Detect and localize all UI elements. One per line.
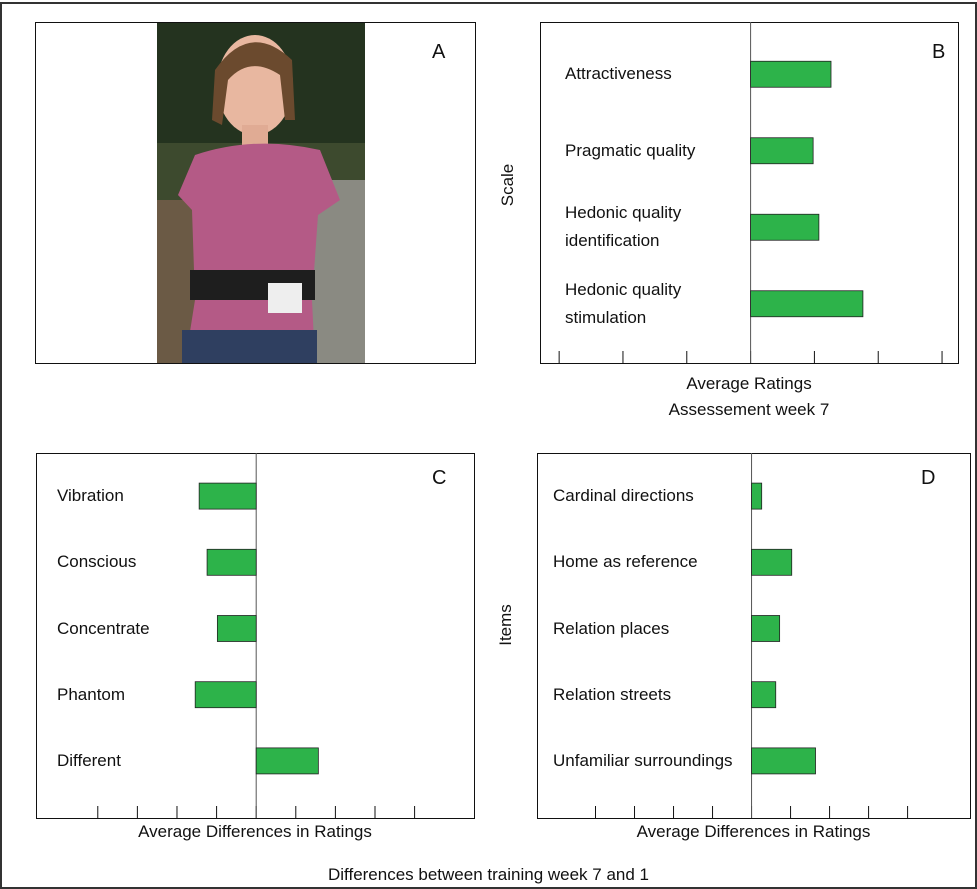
panel-label: D: [921, 467, 936, 489]
category-label: Vibration: [57, 486, 124, 506]
x-axis-label: Average Differences in Ratings: [636, 822, 871, 841]
bar: [751, 615, 781, 642]
bar: [206, 548, 257, 576]
bar: [194, 681, 257, 709]
category-label: Phantom: [57, 684, 126, 704]
panel-label: C: [432, 467, 447, 489]
bar: [751, 548, 793, 576]
category-label: Conscious: [57, 552, 137, 572]
bar: [750, 290, 864, 318]
x-axis-sublabel: Assessement week 7: [668, 400, 830, 419]
y-axis-label: Items: [496, 604, 515, 646]
x-axis-label: Average Differences in Ratings: [138, 822, 372, 841]
panel-frame: [540, 22, 959, 364]
bar: [750, 137, 814, 165]
bar: [750, 60, 832, 88]
category-label: Hedonic quality identification: [565, 203, 682, 251]
bar: [750, 213, 820, 241]
bar: [751, 681, 777, 709]
bar: [216, 615, 257, 642]
panel-label: B: [932, 41, 946, 63]
category-label: Cardinal directions: [553, 486, 694, 506]
category-label: Unfamiliar surroundings: [553, 750, 733, 770]
category-label: Relation streets: [553, 684, 672, 704]
category-label: Attractiveness: [565, 64, 672, 84]
bar: [751, 747, 816, 775]
category-label: Hedonic quality stimulation: [565, 279, 682, 327]
category-label: Relation places: [553, 618, 670, 638]
figure-caption: Differences between training week 7 and …: [328, 865, 649, 884]
y-axis-label: Scale: [498, 163, 517, 207]
category-label: Concentrate: [57, 618, 150, 638]
photo: [157, 23, 365, 363]
category-label: Home as reference: [553, 552, 698, 572]
x-axis-label: Average Ratings: [686, 374, 812, 393]
bar: [198, 482, 257, 510]
bar: [255, 747, 319, 775]
panel-label: A: [432, 41, 446, 63]
bar: [751, 482, 763, 510]
category-label: Pragmatic quality: [565, 140, 696, 160]
category-label: Different: [57, 750, 121, 770]
